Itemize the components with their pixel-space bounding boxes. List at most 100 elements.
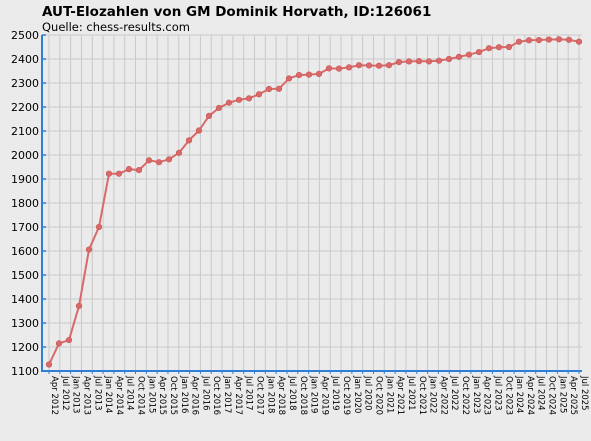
x-tick-label: Jan 2013 [71,375,81,413]
y-tick-label: 2400 [11,53,39,66]
data-point [385,62,393,69]
data-point [445,55,453,63]
data-point [335,65,343,72]
y-tick-label: 1500 [11,269,39,282]
data-point [565,36,573,43]
chart-title: AUT-Elozahlen von GM Dominik Horvath, ID… [42,4,431,20]
x-tick-label: Jan 2015 [146,375,156,413]
x-tick-label: Oct 2024 [547,376,557,415]
y-tick-label: 1100 [11,365,39,378]
data-point [135,167,143,174]
x-tick-label: Apr 2024 [525,376,535,415]
y-tick-label: 1300 [11,317,39,330]
data-point [375,62,383,69]
x-tick-label: Jul 2012 [60,375,70,411]
data-point [485,45,493,52]
x-tick-label: Jul 2022 [449,375,459,411]
data-point [355,62,363,69]
x-tick-label: Jan 2022 [428,375,438,413]
data-point [255,91,263,98]
x-tick-label: Jul 2020 [363,375,373,411]
data-point [225,99,233,106]
data-point [555,36,563,43]
x-tick-label: Oct 2020 [373,376,383,415]
x-tick-label: Apr 2017 [233,376,243,415]
data-point [145,157,153,164]
x-tick-label: Oct 2015 [168,376,178,415]
data-point [435,57,443,64]
x-tick-label: Jul 2019 [330,375,340,411]
x-tick-label: Jan 2019 [309,375,319,413]
x-tick-label: Jul 2018 [287,375,297,411]
x-tick-label: Jan 2024 [514,375,524,413]
x-tick-label: Oct 2017 [255,376,265,415]
data-point [465,51,473,58]
data-point [245,95,253,102]
x-tick-label: Apr 2018 [276,376,286,415]
x-tick-label: Oct 2022 [460,376,470,415]
data-point [545,36,553,43]
data-point [175,149,183,156]
data-point [215,104,223,112]
data-point [85,246,93,253]
data-point [75,302,83,310]
x-tick-label: Jan 2018 [265,375,275,413]
x-tick-label: Jul 2021 [406,375,416,411]
data-point [345,64,353,71]
y-tick-label: 1200 [11,341,39,354]
data-point [295,71,303,79]
data-point [515,38,523,45]
x-tick-label: Apr 2015 [157,376,167,415]
x-tick-label: Oct 2018 [298,376,308,415]
x-tick-label: Oct 2014 [136,376,146,415]
x-tick-label: Apr 2022 [438,376,448,415]
x-tick-label: Jul 2013 [92,375,102,411]
data-point [65,336,73,344]
data-point [165,156,173,163]
x-tick-label: Jul 2025 [579,375,589,411]
data-point [55,340,63,347]
data-point [205,112,213,119]
data-point [315,70,323,77]
x-tick-label: Apr 2023 [482,376,492,415]
x-tick-label: Oct 2019 [341,376,351,415]
y-tick-label: 1600 [11,245,39,258]
x-tick-label: Jan 2025 [557,375,567,413]
x-tick-label: Apr 2016 [190,376,200,415]
plot-area: 1100 1200 1300 1400 1500 1600 1700 1800 1900 2000… [11,29,589,415]
y-tick-label: 2200 [11,101,39,114]
x-tick-label: Apr 2012 [49,376,59,415]
data-point [275,85,283,92]
data-point [185,137,193,144]
data-point [95,223,103,231]
data-point [495,44,503,51]
data-point [405,58,413,65]
x-tick-label: Jul 2024 [536,375,546,411]
data-point [265,85,273,93]
x-tick-label: Jan 2017 [222,375,232,413]
data-point [155,159,163,166]
data-point [105,170,113,177]
data-point [195,127,203,134]
data-point [235,96,243,103]
x-tick-label: Jul 2017 [244,375,254,411]
data-point [395,59,403,66]
data-point [285,75,293,82]
x-tick-label: Apr 2021 [395,376,405,415]
x-tick-label: Oct 2016 [211,376,221,415]
x-tick-label: Jan 2023 [471,375,481,413]
x-tick-label: Apr 2019 [319,376,329,415]
x-tick-label: Oct 2021 [417,376,427,415]
x-tick-label: Apr 2025 [568,376,578,415]
x-tick-label: Jul 2016 [200,375,210,411]
data-point [125,166,133,173]
x-tick-label: Jan 2014 [103,375,113,413]
data-point [325,65,333,72]
y-tick-label: 1800 [11,197,39,210]
data-point [535,36,543,44]
x-tick-label: Apr 2013 [81,376,91,415]
y-tick-label: 2500 [11,29,39,42]
x-tick-label: Oct 2023 [503,376,513,415]
